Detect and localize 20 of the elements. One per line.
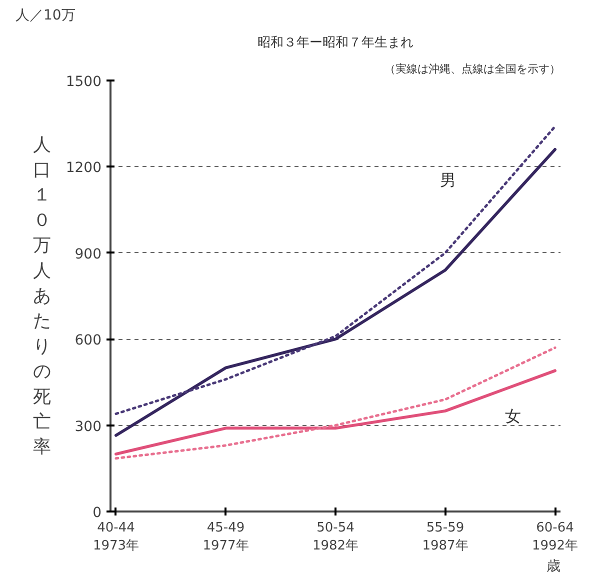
y-tick-label: 1200 [66,160,102,176]
y-tick-label: 900 [74,246,102,262]
chart-subtitle: （実線は沖縄、点線は全国を示す） [384,62,560,76]
text: 男 [440,170,456,190]
x-tick-label: 40-44 1973年 [92,520,140,554]
text: 人／10万 [16,8,76,24]
x-tick-label: 45-49 1977年 [202,520,249,554]
y-tick-label: 300 [74,418,102,435]
y-tick-label: 600 [74,332,102,349]
line-series [114,369,557,456]
y-tick-label: 0 [92,505,102,521]
x-axis-title: 歳 [546,558,560,574]
series-label: 女 [505,406,522,426]
chart-title: 昭和３年ー昭和７年生まれ [258,36,414,50]
line-series [114,346,556,460]
x-tick-label: 55-59 1987年 [422,520,468,554]
text: 人口１０万人あたりの死亡率 [32,134,51,458]
x-tick-label: 50-54 1982年 [312,520,359,554]
y-tick-label: 1500 [66,74,102,90]
x-tick-label: 60-64 1992年 [532,520,578,554]
